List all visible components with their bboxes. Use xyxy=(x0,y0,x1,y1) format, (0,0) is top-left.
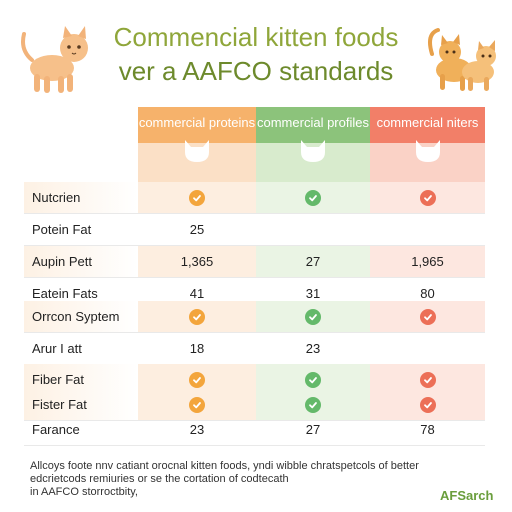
footnote-line: Allcoys foote nnv catiant orocnal kitten… xyxy=(30,460,419,472)
table-row: Arur I att 18 23 xyxy=(24,333,485,365)
row-label: Orrcon Syptem xyxy=(32,309,120,324)
check-icon xyxy=(419,189,436,206)
row-label: Fister Fat xyxy=(32,397,87,412)
column-header-profiles: commercial profiles xyxy=(256,107,370,182)
page-subtitle: ver a AAFCO standards xyxy=(118,56,394,86)
table-cell xyxy=(138,182,256,213)
check-icon xyxy=(305,189,321,206)
cell-value: 23 xyxy=(305,341,321,356)
check-icon xyxy=(419,371,436,388)
cat-face-icon xyxy=(415,140,440,162)
footnote-line: edcrietcods remiuries or se the cortatio… xyxy=(30,473,289,485)
cats-illustration-right xyxy=(428,28,496,91)
cell-value: 25 xyxy=(189,222,205,237)
table-cell: 41 xyxy=(138,278,256,309)
row-label: Arur I att xyxy=(32,341,82,356)
table-cell: 80 xyxy=(370,278,485,309)
table-cell xyxy=(256,301,370,332)
table-cell xyxy=(256,214,370,245)
table-cell xyxy=(256,182,370,213)
row-label-background xyxy=(24,389,138,420)
row-label: Potein Fat xyxy=(32,222,92,237)
row-label: Fiber Fat xyxy=(32,372,85,387)
cell-value: 1,965 xyxy=(411,254,444,269)
check-icon xyxy=(189,308,205,325)
table-cell: 18 xyxy=(138,333,256,364)
table-cell xyxy=(370,214,485,245)
table-row: Farance 23 27 78 xyxy=(24,414,485,446)
column-label: commercial profiles xyxy=(257,115,369,130)
table-cell: 31 xyxy=(256,278,370,309)
column-header-proteins: commercial proteins xyxy=(138,107,256,182)
row-label: Nutcrien xyxy=(32,190,81,205)
cell-value: 31 xyxy=(305,286,321,301)
table-cell: 23 xyxy=(138,414,256,445)
check-icon xyxy=(189,371,205,388)
table-cell: 1,965 xyxy=(370,246,485,277)
table-cell: 27 xyxy=(256,414,370,445)
table-cell xyxy=(138,389,256,420)
cell-value: 1,365 xyxy=(180,254,214,269)
check-icon xyxy=(419,308,436,325)
cell-value: 23 xyxy=(189,422,205,437)
footnote: Allcoys foote nnv catiant orocnal kitten… xyxy=(30,460,450,499)
check-icon xyxy=(305,396,321,413)
table-cell xyxy=(256,389,370,420)
table-cell xyxy=(370,389,485,420)
table-row: Orrcon Syptem xyxy=(24,301,485,333)
table-row: Aupin Pett 1,365 27 1,965 xyxy=(24,246,485,278)
row-label: Eatein Fats xyxy=(32,286,98,301)
cat-face-icon xyxy=(301,140,325,162)
cat-face-icon xyxy=(185,140,209,162)
table-cell xyxy=(370,301,485,332)
row-label-background xyxy=(24,182,138,213)
table-cell: 27 xyxy=(256,246,370,277)
check-icon xyxy=(189,189,205,206)
row-label-background xyxy=(24,301,138,332)
row-label: Aupin Pett xyxy=(32,254,92,269)
row-label: Farance xyxy=(32,422,80,437)
page-title: Commencial kitten foods xyxy=(113,22,399,52)
column-label: commercial niters xyxy=(376,115,479,130)
cell-value: 41 xyxy=(189,286,205,301)
cell-value: 27 xyxy=(305,254,321,269)
cell-value: 18 xyxy=(189,341,205,356)
table-cell xyxy=(370,182,485,213)
check-icon xyxy=(419,396,436,413)
brand-logo: AFSarch xyxy=(440,488,494,503)
table-row: Nutcrien xyxy=(24,182,485,214)
table-cell: 25 xyxy=(138,214,256,245)
table-row: Fister Fat xyxy=(24,389,485,421)
cell-value: 78 xyxy=(420,422,435,437)
table-row: Potein Fat 25 xyxy=(24,214,485,246)
table-cell: 78 xyxy=(370,414,485,445)
cell-value: 27 xyxy=(305,422,321,437)
row-label-background xyxy=(24,246,138,277)
table-cell: 23 xyxy=(256,333,370,364)
check-icon xyxy=(305,371,321,388)
cat-illustration-left xyxy=(21,26,88,93)
table-cell xyxy=(138,301,256,332)
cell-value: 80 xyxy=(420,286,435,301)
column-label: commercial proteins xyxy=(138,115,256,130)
check-icon xyxy=(305,308,321,325)
table-cell: 1,365 xyxy=(138,246,256,277)
check-icon xyxy=(189,396,205,413)
table-cell xyxy=(370,333,485,364)
column-header-niters: commercial niters xyxy=(370,107,485,182)
footnote-line: in AAFCO storroctbity, xyxy=(30,486,138,498)
